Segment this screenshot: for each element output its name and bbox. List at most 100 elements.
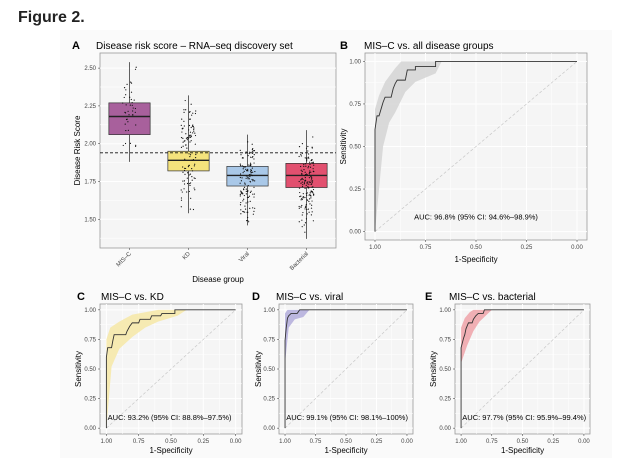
jitter-point	[186, 139, 188, 141]
jitter-point	[302, 196, 304, 198]
panel-a-boxplot: A Disease risk score – RNA–seq discovery …	[72, 40, 337, 284]
jitter-point	[183, 169, 186, 172]
jitter-point	[243, 166, 245, 168]
confidence-band	[106, 309, 236, 429]
jitter-point	[306, 160, 308, 162]
jitter-point	[254, 180, 256, 182]
jitter-point	[247, 178, 249, 180]
jitter-point	[253, 154, 255, 156]
jitter-point	[191, 179, 193, 181]
jitter-point	[251, 178, 253, 181]
jitter-point	[247, 168, 249, 171]
jitter-point	[192, 132, 194, 134]
x-tick-label: 1.00	[101, 439, 113, 445]
roc-curve	[105, 309, 236, 429]
y-tick-label: 0.50	[263, 367, 275, 373]
y-tick-label: 1.00	[439, 308, 451, 314]
jitter-point	[309, 194, 311, 196]
jitter-point	[299, 195, 301, 198]
jitter-point	[190, 140, 192, 142]
jitter-point	[132, 114, 134, 116]
jitter-point	[246, 176, 249, 178]
figure-title: Figure 2.	[18, 9, 85, 26]
jitter-point	[311, 177, 313, 179]
jitter-point	[184, 99, 186, 102]
jitter-point	[300, 165, 302, 168]
jitter-point	[303, 183, 306, 185]
jitter-point	[309, 198, 311, 200]
y-axis-label: Sensitivity	[429, 351, 438, 387]
x-tick-label: 0.00	[578, 439, 590, 445]
jitter-point	[183, 183, 186, 185]
jitter-point	[301, 214, 303, 216]
jitter-point	[191, 170, 194, 172]
jitter-point	[249, 175, 251, 178]
jitter-point	[129, 104, 131, 106]
jitter-point	[183, 111, 185, 113]
jitter-point	[186, 177, 188, 179]
jitter-point	[253, 158, 255, 160]
jitter-point	[304, 180, 306, 182]
jitter-point	[194, 157, 197, 159]
jitter-point	[124, 142, 127, 145]
jitter-point	[240, 209, 242, 211]
jitter-point	[313, 171, 315, 173]
y-tick-label: 0.75	[439, 337, 451, 343]
jitter-point	[248, 221, 250, 223]
diagonal-reference-line	[460, 309, 585, 429]
jitter-point	[300, 154, 302, 156]
jitter-point	[192, 112, 194, 114]
y-tick-label: 0.50	[84, 367, 96, 373]
jitter-point	[188, 136, 191, 138]
panel-title: MIS–C vs. all disease groups	[364, 41, 494, 52]
jitter-point	[193, 177, 195, 179]
jitter-point	[304, 222, 307, 224]
y-tick-label: 0.00	[439, 426, 451, 432]
jitter-point	[189, 173, 192, 175]
jitter-point	[244, 166, 246, 168]
jitter-point	[252, 213, 254, 215]
jitter-point	[188, 190, 190, 193]
jitter-point	[183, 180, 186, 182]
jitter-point	[250, 173, 252, 175]
jitter-point	[300, 206, 302, 208]
jitter-point	[303, 165, 305, 167]
jitter-point	[252, 207, 254, 209]
jitter-point	[244, 208, 247, 210]
x-tick-label: 1.00	[369, 245, 381, 251]
jitter-point	[182, 145, 184, 147]
jitter-point	[240, 180, 243, 182]
jitter-point	[311, 204, 313, 206]
x-tick-label: 0.00	[230, 439, 242, 445]
jitter-point	[244, 205, 246, 207]
jitter-point	[307, 199, 309, 201]
jitter-point	[127, 110, 129, 112]
confidence-band	[374, 61, 578, 232]
jitter-point	[243, 198, 245, 200]
jitter-point	[245, 202, 247, 204]
jitter-point	[306, 208, 308, 211]
jitter-point	[241, 157, 243, 159]
roc-curve	[460, 309, 584, 429]
diagonal-reference-line	[374, 61, 578, 232]
jitter-point	[185, 144, 187, 146]
panel-title: Disease risk score – RNA–seq discovery s…	[96, 41, 293, 52]
jitter-point	[306, 183, 308, 185]
jitter-point	[187, 171, 189, 174]
jitter-point	[305, 204, 307, 206]
confidence-band	[285, 309, 407, 364]
jitter-point	[194, 132, 196, 134]
jitter-point	[298, 221, 300, 223]
y-tick-label: 2.25	[84, 104, 96, 110]
jitter-point	[308, 165, 310, 167]
jitter-point	[308, 174, 311, 176]
jitter-point	[312, 192, 314, 194]
jitter-point	[298, 205, 300, 208]
jitter-point	[312, 168, 314, 170]
confidence-band	[461, 309, 584, 364]
jitter-point	[252, 171, 254, 173]
diagonal-reference-line	[106, 309, 236, 429]
jitter-point	[301, 185, 304, 188]
jitter-point	[311, 190, 313, 193]
panel-letter: D	[252, 291, 260, 303]
